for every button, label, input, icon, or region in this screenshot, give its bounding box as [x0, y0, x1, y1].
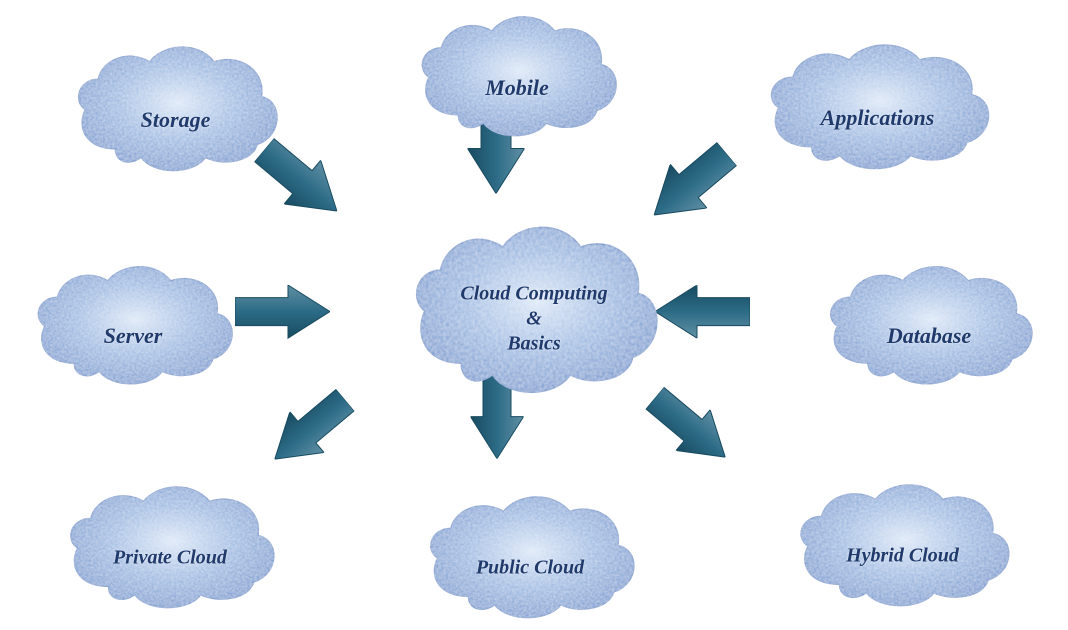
arrow-center-to-private	[258, 380, 363, 480]
cloud-center: Cloud Computing&Basics	[404, 218, 664, 398]
cloud-label-hybrid: Hybrid Cloud	[790, 543, 1015, 568]
cloud-label-private: Private Cloud	[60, 545, 280, 570]
cloud-applications: Applications	[760, 38, 995, 173]
cloud-mobile: Mobile	[412, 10, 622, 140]
center-label: Cloud Computing&Basics	[404, 282, 664, 357]
center-label-line3: Basics	[412, 332, 656, 357]
cloud-server: Server	[28, 260, 238, 388]
cloud-label-storage: Storage	[68, 106, 283, 134]
cloud-label-public: Public Cloud	[420, 555, 640, 580]
cloud-public: Public Cloud	[420, 490, 640, 622]
cloud-storage: Storage	[68, 40, 283, 175]
cloud-label-server: Server	[28, 322, 238, 350]
cloud-hybrid: Hybrid Cloud	[790, 478, 1015, 610]
center-label-line2: &	[412, 307, 656, 332]
arrow-database-to-center	[655, 285, 750, 338]
diagram-canvas: Storage Mobile	[0, 0, 1068, 630]
cloud-database: Database	[820, 260, 1038, 388]
cloud-private: Private Cloud	[60, 480, 280, 612]
cloud-label-mobile: Mobile	[412, 73, 622, 101]
arrow-server-to-center	[235, 285, 330, 338]
center-label-line1: Cloud Computing	[412, 282, 656, 307]
cloud-label-database: Database	[820, 322, 1038, 350]
cloud-label-applications: Applications	[760, 104, 995, 132]
